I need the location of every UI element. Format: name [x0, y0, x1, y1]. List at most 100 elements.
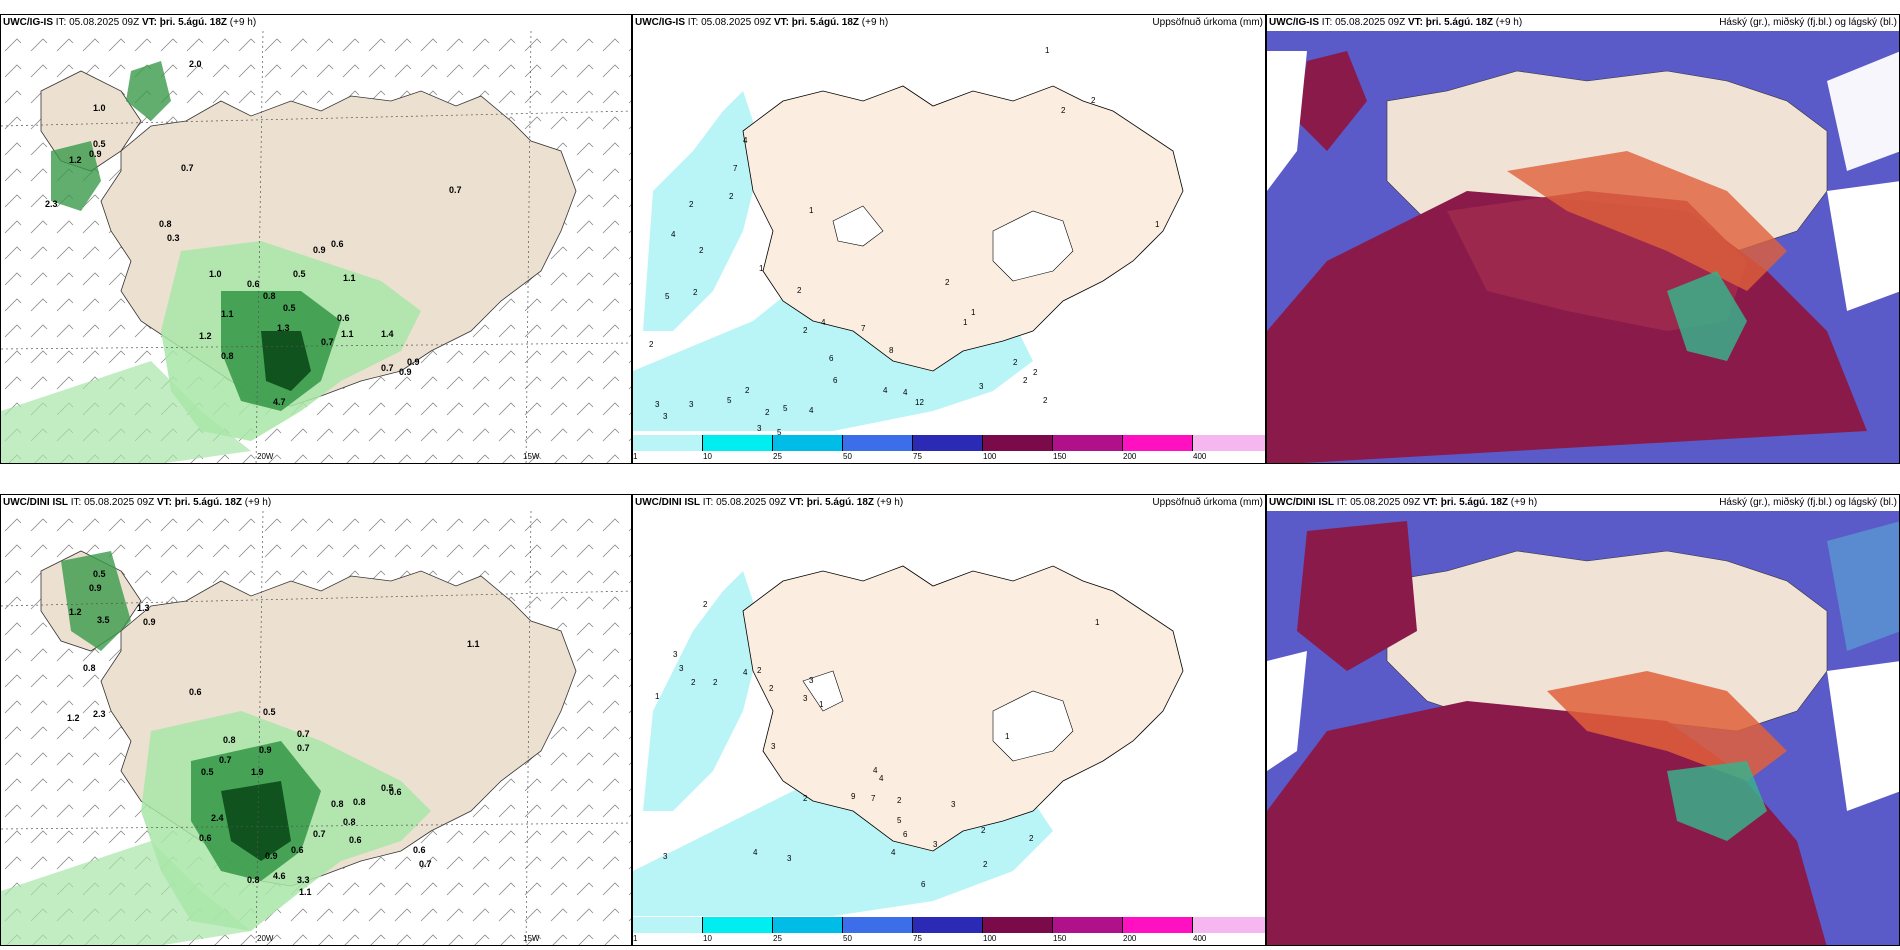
- colorbar-swatch: [1123, 917, 1193, 933]
- svg-text:0.7: 0.7: [449, 185, 462, 195]
- svg-text:3.3: 3.3: [297, 875, 310, 885]
- svg-text:0.5: 0.5: [93, 139, 106, 149]
- svg-text:5: 5: [727, 396, 732, 405]
- svg-text:3: 3: [673, 650, 678, 659]
- svg-text:1: 1: [963, 318, 968, 327]
- svg-text:2: 2: [703, 600, 708, 609]
- svg-text:0.9: 0.9: [259, 745, 272, 755]
- svg-text:2.3: 2.3: [45, 199, 58, 209]
- svg-text:2.3: 2.3: [93, 709, 106, 719]
- svg-text:1: 1: [1155, 220, 1160, 229]
- colorbar-label: 1: [633, 934, 638, 943]
- svg-text:2: 2: [797, 286, 802, 295]
- panel-r1-clouds: UWC/IG-IS IT: 05.08.2025 09Z VT: þri. 5.…: [1266, 14, 1900, 464]
- svg-text:3: 3: [803, 694, 808, 703]
- svg-text:1.1: 1.1: [299, 887, 312, 897]
- svg-text:2: 2: [691, 678, 696, 687]
- svg-text:0.6: 0.6: [189, 687, 202, 697]
- svg-text:0.7: 0.7: [181, 163, 194, 173]
- colorbar-swatch: [703, 917, 773, 933]
- svg-text:1.0: 1.0: [93, 103, 106, 113]
- svg-text:3: 3: [787, 854, 792, 863]
- svg-text:4: 4: [743, 136, 748, 145]
- svg-text:0.6: 0.6: [331, 239, 344, 249]
- svg-text:2.0: 2.0: [189, 59, 202, 69]
- accum-precip-map: 3 1 2 3 2 2 1 4 2 2 3 1 3 3 2 4 9 7 4 2 …: [633, 565, 1184, 916]
- svg-text:2: 2: [1091, 96, 1096, 105]
- svg-text:0.6: 0.6: [291, 845, 304, 855]
- svg-text:1.3: 1.3: [137, 603, 150, 613]
- svg-text:1: 1: [809, 206, 814, 215]
- precip-wind-map: 2.0 1.0 0.9 0.5 1.2 2.3 0.7 0.8 0.3 0.7 …: [1, 31, 631, 463]
- svg-text:1.0: 1.0: [209, 269, 222, 279]
- svg-text:0.8: 0.8: [221, 351, 234, 361]
- svg-text:0.5: 0.5: [293, 269, 306, 279]
- svg-text:0.9: 0.9: [143, 617, 156, 627]
- svg-text:0.5: 0.5: [263, 707, 276, 717]
- svg-text:2: 2: [745, 386, 750, 395]
- colorbar-swatch: [843, 435, 913, 451]
- svg-text:4: 4: [753, 848, 758, 857]
- panel-header: UWC/IG-IS IT: 05.08.2025 09Z VT: þri. 5.…: [635, 17, 889, 28]
- svg-text:2: 2: [713, 678, 718, 687]
- panel-title: Háský (gr.), miðský (fj.bl.) og lágský (…: [1719, 17, 1897, 28]
- svg-text:2: 2: [983, 860, 988, 869]
- panel-header: UWC/IG-IS IT: 05.08.2025 09Z VT: þri. 5.…: [1269, 17, 1523, 28]
- svg-text:4: 4: [891, 848, 896, 857]
- svg-text:0.8: 0.8: [223, 735, 236, 745]
- svg-text:1.2: 1.2: [67, 713, 80, 723]
- value-labels: 3 1 2 3 2 2 1 4 2 2 3 1 3 3 2 4 9 7 4 2 …: [655, 600, 1100, 889]
- svg-text:5: 5: [783, 404, 788, 413]
- value-labels: 2.0 1.0 0.9 0.5 1.2 2.3 0.7 0.8 0.3 0.7 …: [45, 59, 462, 407]
- svg-text:1: 1: [1095, 618, 1100, 627]
- panel-header: UWC/DINI ISL IT: 05.08.2025 09Z VT: þri.…: [1269, 497, 1538, 508]
- svg-text:2: 2: [803, 794, 808, 803]
- svg-text:0.5: 0.5: [201, 767, 214, 777]
- colorbar-swatch: [983, 435, 1053, 451]
- svg-text:0.7: 0.7: [381, 363, 394, 373]
- svg-text:0.6: 0.6: [389, 787, 402, 797]
- svg-text:0.6: 0.6: [199, 833, 212, 843]
- svg-text:7: 7: [861, 324, 866, 333]
- svg-text:0.8: 0.8: [343, 817, 356, 827]
- svg-text:2: 2: [1043, 396, 1048, 405]
- colorbar-swatch: [703, 435, 773, 451]
- svg-text:0.9: 0.9: [313, 245, 326, 255]
- svg-text:4: 4: [821, 318, 826, 327]
- colorbar-label: 50: [843, 934, 852, 943]
- panel-header: UWC/IG-IS IT: 05.08.2025 09Z VT: þri. 5.…: [3, 17, 257, 28]
- svg-text:2: 2: [1061, 106, 1066, 115]
- panel-r2-precip-wind: UWC/DINI ISL IT: 05.08.2025 09Z VT: þri.…: [0, 494, 632, 946]
- svg-text:5: 5: [897, 816, 902, 825]
- svg-text:3: 3: [809, 676, 814, 685]
- svg-text:6: 6: [833, 376, 838, 385]
- value-labels: 1 2 4 7 2 2 1 4 2 5 2 1 2 2 4 2 7 8 6 3 …: [649, 46, 1160, 437]
- svg-text:0.8: 0.8: [353, 797, 366, 807]
- svg-text:0.5: 0.5: [93, 569, 106, 579]
- svg-text:2: 2: [769, 684, 774, 693]
- svg-text:1: 1: [819, 700, 824, 709]
- panel-title: Háský (gr.), miðský (fj.bl.) og lágský (…: [1719, 497, 1897, 508]
- svg-text:1.4: 1.4: [381, 329, 394, 339]
- svg-text:2: 2: [765, 408, 770, 417]
- svg-text:4: 4: [879, 774, 884, 783]
- svg-text:1: 1: [971, 308, 976, 317]
- svg-text:7: 7: [871, 794, 876, 803]
- svg-text:0.6: 0.6: [337, 313, 350, 323]
- svg-text:2.4: 2.4: [211, 813, 224, 823]
- accum-precip-map: 1 2 4 7 2 2 1 4 2 5 2 1 2 2 4 2 7 8 6 3 …: [633, 46, 1184, 437]
- svg-text:9: 9: [851, 792, 856, 801]
- svg-text:0.8: 0.8: [247, 875, 260, 885]
- svg-text:1.2: 1.2: [69, 155, 82, 165]
- svg-text:2: 2: [981, 826, 986, 835]
- svg-text:3: 3: [757, 424, 762, 433]
- precip-wind-map: 0.5 0.9 1.2 3.5 0.9 1.3 0.8 0.6 1.2 2.3 …: [1, 511, 631, 945]
- svg-text:0.6: 0.6: [413, 845, 426, 855]
- svg-text:4: 4: [809, 406, 814, 415]
- colorbar-label: 25: [773, 452, 782, 461]
- lon-label: 20W: [257, 452, 274, 461]
- svg-text:0.9: 0.9: [407, 357, 420, 367]
- svg-text:12: 12: [915, 398, 924, 407]
- svg-text:4.6: 4.6: [273, 871, 286, 881]
- svg-text:0.5: 0.5: [283, 303, 296, 313]
